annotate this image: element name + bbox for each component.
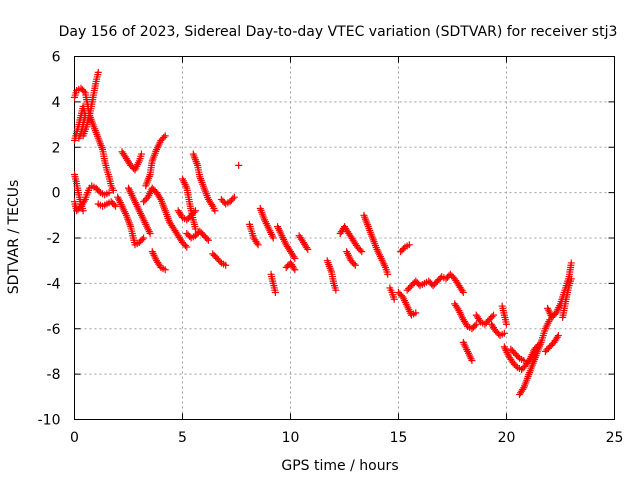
data-point	[235, 161, 243, 169]
x-axis-label: GPS time / hours	[281, 458, 398, 474]
data-point	[271, 288, 279, 296]
data-point	[412, 309, 420, 317]
data-point	[95, 187, 103, 195]
data-point	[567, 259, 575, 267]
data-point	[112, 202, 120, 210]
data-point	[350, 260, 358, 268]
data-point	[303, 244, 311, 252]
data-point	[472, 320, 480, 328]
y-tick-label: -6	[47, 322, 61, 338]
data-point	[519, 385, 527, 393]
data-point	[459, 288, 467, 296]
data-point	[254, 241, 262, 249]
data-point	[161, 266, 169, 274]
data-point	[332, 286, 340, 294]
y-tick-label: 4	[52, 95, 61, 111]
axis-ticks: 0 5 10 15 20 25 -10 -8 -6 -4 -2 0 2 4 6	[38, 50, 624, 447]
data-point	[222, 261, 230, 269]
grid	[74, 56, 615, 420]
data-point	[356, 246, 364, 254]
data-point	[490, 311, 498, 319]
data-point	[405, 241, 413, 249]
data-point	[390, 295, 398, 303]
data-point	[75, 134, 83, 142]
data-point	[105, 189, 113, 197]
x-tick-label: 5	[178, 430, 187, 446]
data-point	[204, 236, 212, 244]
y-tick-label: -8	[47, 367, 61, 383]
data-point	[203, 235, 211, 243]
data-point	[290, 253, 298, 261]
data-point	[291, 266, 299, 274]
x-tick-label: 20	[498, 430, 516, 446]
y-tick-label: 6	[52, 50, 61, 66]
data-point	[208, 201, 216, 209]
data-point	[253, 239, 261, 247]
data-point	[140, 234, 148, 242]
data-point	[512, 362, 520, 370]
data-point	[110, 201, 118, 209]
data-point	[79, 207, 87, 215]
x-tick-label: 25	[606, 430, 624, 446]
data-point	[520, 357, 528, 365]
data-point	[80, 87, 88, 95]
data-point	[500, 329, 508, 337]
data-point	[216, 257, 224, 265]
y-tick-label: -4	[47, 276, 61, 292]
x-tick-label: 10	[282, 430, 300, 446]
data-point	[554, 332, 562, 340]
data-point	[488, 313, 496, 321]
x-tick-label: 15	[390, 430, 408, 446]
data-point	[269, 234, 277, 242]
x-tick-label: 0	[70, 430, 79, 446]
data-point	[468, 357, 476, 365]
data-point	[137, 150, 145, 158]
data-point	[454, 305, 462, 313]
data-point	[514, 353, 522, 361]
data-point	[553, 333, 561, 341]
y-tick-label: 0	[52, 186, 61, 202]
y-tick-label: 2	[52, 140, 61, 156]
data-points	[71, 68, 575, 399]
data-point	[211, 207, 219, 215]
data-point	[291, 254, 299, 262]
data-point	[471, 322, 479, 330]
y-tick-label: -2	[47, 231, 61, 247]
data-point	[94, 68, 102, 76]
y-axis-label: SDTVAR / TECUs	[6, 180, 22, 295]
data-point	[161, 132, 169, 140]
data-point	[400, 245, 408, 253]
data-point	[290, 264, 298, 272]
data-point	[109, 186, 117, 194]
data-point	[229, 195, 237, 203]
data-point	[358, 248, 366, 256]
data-point	[567, 275, 575, 283]
chart-title: Day 156 of 2023, Sidereal Day-to-day VTE…	[59, 24, 618, 40]
data-point	[304, 245, 312, 253]
data-point	[160, 133, 168, 141]
data-point	[351, 261, 359, 269]
y-tick-label: -10	[38, 413, 61, 429]
data-point	[183, 243, 191, 251]
data-point	[138, 236, 146, 244]
data-point	[181, 242, 189, 250]
data-point	[146, 229, 154, 237]
data-point	[503, 320, 510, 328]
data-point	[191, 225, 199, 233]
data-point	[156, 194, 164, 202]
data-point	[384, 270, 392, 278]
data-point	[230, 193, 238, 201]
data-point	[458, 287, 466, 295]
